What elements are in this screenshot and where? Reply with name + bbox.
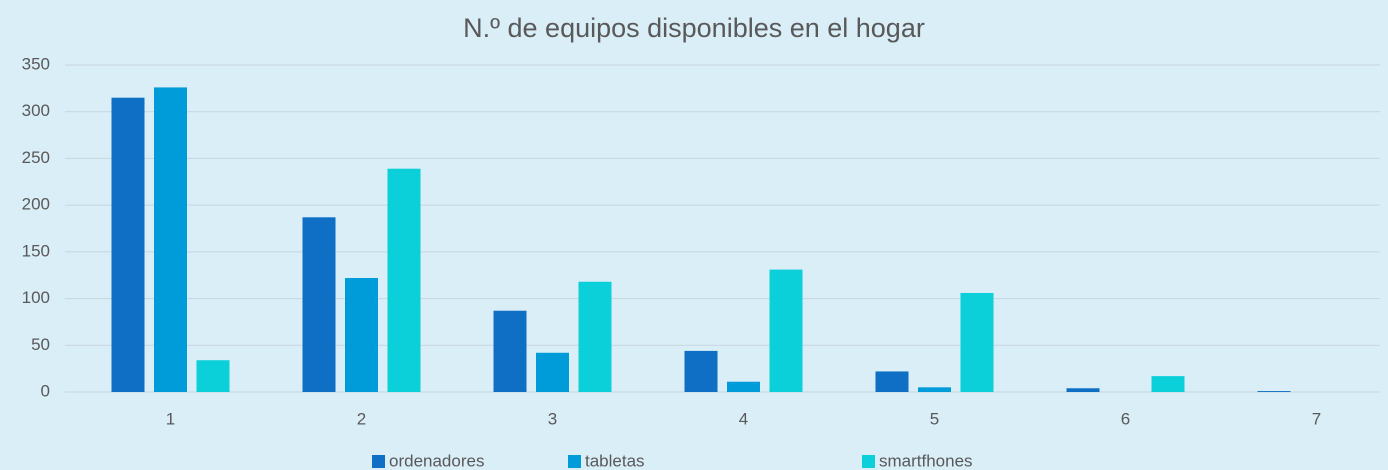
legend-swatch bbox=[862, 455, 875, 468]
x-tick-label: 7 bbox=[1312, 409, 1321, 428]
y-tick-label: 150 bbox=[22, 241, 50, 260]
bar bbox=[154, 87, 187, 393]
bar bbox=[727, 381, 760, 392]
x-tick-label: 6 bbox=[1121, 409, 1130, 428]
y-tick-label: 300 bbox=[22, 101, 50, 120]
legend-label: smartfhones bbox=[879, 451, 973, 470]
chart-title: N.º de equipos disponibles en el hogar bbox=[463, 13, 925, 43]
legend-label: ordenadores bbox=[389, 451, 484, 470]
bar bbox=[387, 168, 421, 392]
y-tick-label: 0 bbox=[41, 381, 50, 400]
x-tick-label: 3 bbox=[548, 409, 557, 428]
x-tick-label: 2 bbox=[357, 409, 366, 428]
bar bbox=[960, 292, 994, 392]
bar bbox=[536, 352, 569, 392]
bar bbox=[1066, 388, 1100, 392]
bar bbox=[493, 310, 527, 392]
bar bbox=[684, 350, 718, 392]
legend-swatch bbox=[372, 455, 385, 468]
y-tick-label: 50 bbox=[31, 335, 50, 354]
bar bbox=[1257, 391, 1291, 392]
bar bbox=[918, 387, 951, 392]
x-tick-label: 1 bbox=[166, 409, 175, 428]
y-tick-label: 250 bbox=[22, 148, 50, 167]
y-tick-label: 200 bbox=[22, 195, 50, 214]
bar bbox=[196, 360, 230, 392]
bar bbox=[345, 278, 378, 392]
y-tick-label: 100 bbox=[22, 288, 50, 307]
y-tick-label: 350 bbox=[22, 54, 50, 73]
bar bbox=[302, 217, 336, 392]
x-tick-label: 5 bbox=[930, 409, 939, 428]
bar bbox=[769, 269, 803, 392]
legend-swatch bbox=[568, 455, 581, 468]
x-tick-label: 4 bbox=[739, 409, 748, 428]
bar bbox=[111, 97, 145, 392]
bar bbox=[578, 281, 612, 392]
bar bbox=[1151, 376, 1185, 392]
bar bbox=[875, 371, 909, 392]
legend-label: tabletas bbox=[585, 451, 645, 470]
